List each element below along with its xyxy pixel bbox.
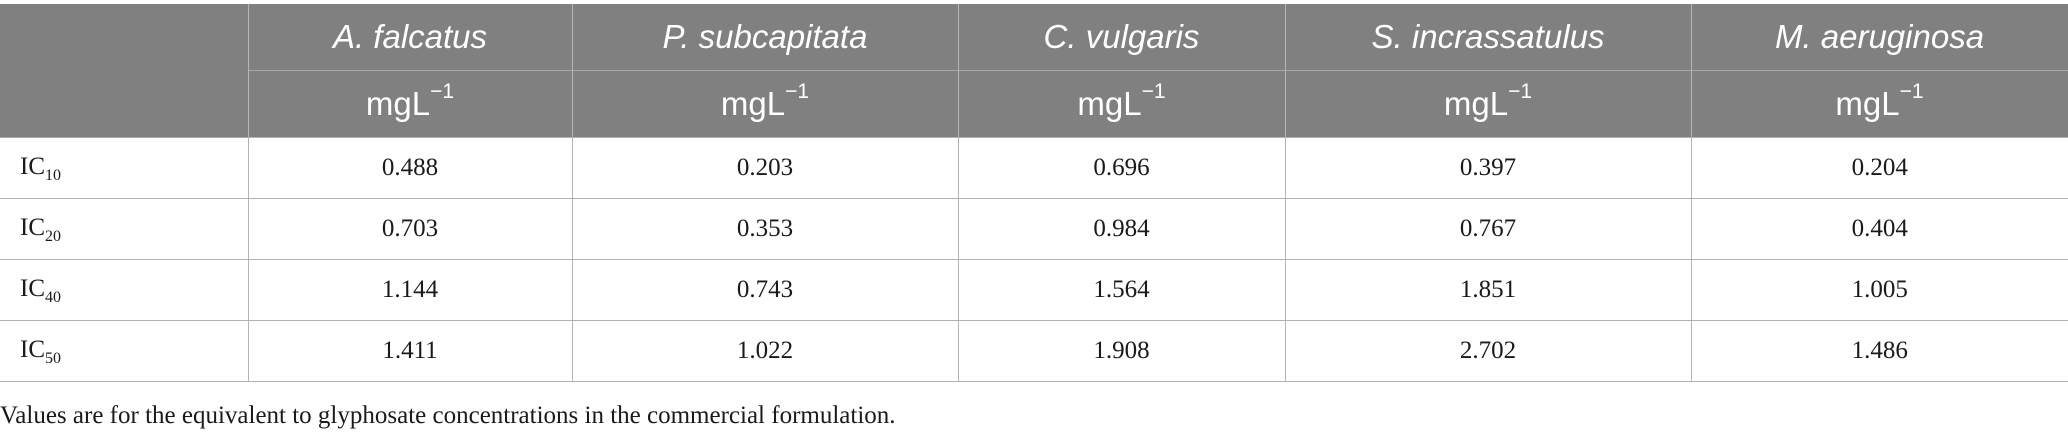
unit-exponent: −1 (1141, 80, 1166, 103)
table-cell: 1.486 (1690, 320, 2068, 382)
table-cell: 0.696 (957, 137, 1286, 199)
table-cell: 1.411 (247, 320, 573, 382)
species-header: C. vulgaris (957, 4, 1286, 71)
unit-header: mgL−1 (1690, 70, 2068, 138)
unit-exponent: −1 (785, 80, 810, 103)
ic-label: IC (20, 152, 45, 180)
ic-level: 10 (45, 166, 61, 184)
table-footnote: Values are for the equivalent to glyphos… (0, 402, 896, 429)
unit-text: mgL (1835, 85, 1900, 122)
table-cell: 1.908 (957, 320, 1286, 382)
unit-header-row: mgL−1 mgL−1 mgL−1 mgL−1 mgL−1 (0, 70, 2068, 138)
row-label: IC50 (0, 320, 249, 382)
table-row: IC40 1.144 0.743 1.564 1.851 1.005 (0, 259, 2068, 321)
row-label: IC20 (0, 198, 249, 260)
species-header-row: A. falcatus P. subcapitata C. vulgaris S… (0, 4, 2068, 138)
ic-level: 50 (45, 349, 61, 367)
table-cell: 1.851 (1284, 259, 1692, 321)
table-cell: 1.564 (957, 259, 1286, 321)
species-header: M. aeruginosa (1690, 4, 2068, 71)
species-header: A. falcatus (247, 4, 573, 71)
ic-label: IC (20, 213, 45, 241)
species-header: S. incrassatulus (1284, 4, 1692, 71)
species-header: P. subcapitata (571, 4, 959, 71)
unit-header: mgL−1 (247, 70, 573, 138)
table-cell: 0.397 (1284, 137, 1692, 199)
ic-values-table: A. falcatus P. subcapitata C. vulgaris S… (0, 4, 2068, 382)
ic-level: 40 (45, 288, 61, 306)
table-cell: 0.203 (571, 137, 959, 199)
unit-header: mgL−1 (957, 70, 1286, 138)
ic-label: IC (20, 274, 45, 302)
table-cell: 1.022 (571, 320, 959, 382)
ic-label: IC (20, 335, 45, 363)
table-body: IC10 0.488 0.203 0.696 0.397 0.204 IC20 … (0, 137, 2068, 382)
table-cell: 0.703 (247, 198, 573, 260)
row-label: IC10 (0, 137, 249, 199)
corner-cell (0, 4, 249, 138)
table-header: A. falcatus P. subcapitata C. vulgaris S… (0, 4, 2068, 138)
table-cell: 0.743 (571, 259, 959, 321)
row-label: IC40 (0, 259, 249, 321)
table-cell: 0.488 (247, 137, 573, 199)
table-cell: 0.767 (1284, 198, 1692, 260)
unit-exponent: −1 (430, 80, 455, 103)
unit-text: mgL (1077, 85, 1142, 122)
unit-text: mgL (1443, 85, 1509, 122)
unit-text: mgL (720, 85, 786, 122)
table-row: IC20 0.703 0.353 0.984 0.767 0.404 (0, 198, 2068, 260)
unit-header: mgL−1 (1284, 70, 1692, 138)
table-cell: 0.353 (571, 198, 959, 260)
table-cell: 1.144 (247, 259, 573, 321)
unit-header: mgL−1 (571, 70, 959, 138)
table-row: IC10 0.488 0.203 0.696 0.397 0.204 (0, 137, 2068, 199)
table-cell: 2.702 (1284, 320, 1692, 382)
unit-exponent: −1 (1899, 80, 1924, 103)
table-cell: 0.984 (957, 198, 1286, 260)
table-row: IC50 1.411 1.022 1.908 2.702 1.486 (0, 320, 2068, 382)
unit-text: mgL (365, 85, 431, 122)
table-cell: 1.005 (1690, 259, 2068, 321)
table-cell: 0.404 (1690, 198, 2068, 260)
table-cell: 0.204 (1690, 137, 2068, 199)
ic-level: 20 (45, 227, 61, 245)
unit-exponent: −1 (1508, 80, 1533, 103)
